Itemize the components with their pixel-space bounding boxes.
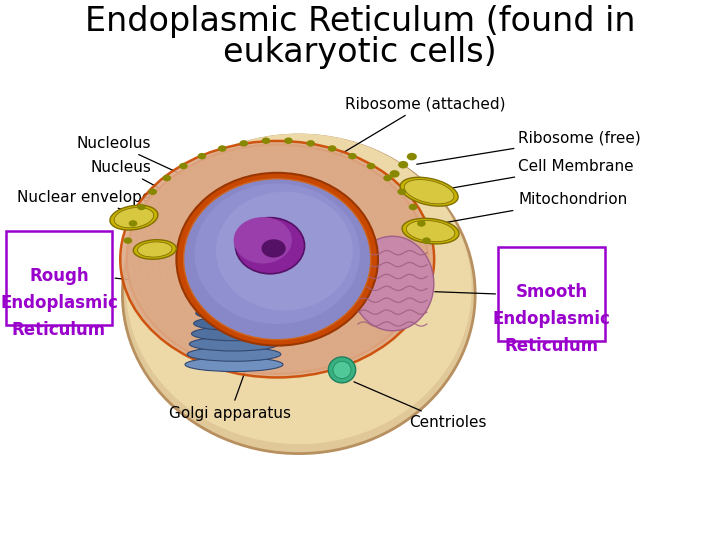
Circle shape [148, 188, 157, 195]
Text: Nucleolus: Nucleolus [77, 136, 248, 205]
Circle shape [129, 220, 138, 227]
Ellipse shape [127, 145, 428, 374]
Circle shape [218, 145, 227, 152]
Text: Smooth: Smooth [516, 282, 588, 301]
Ellipse shape [351, 237, 433, 330]
Ellipse shape [153, 160, 402, 359]
Circle shape [348, 153, 356, 159]
Ellipse shape [328, 357, 356, 383]
Ellipse shape [192, 327, 276, 341]
Ellipse shape [404, 180, 454, 204]
Ellipse shape [184, 179, 371, 340]
Circle shape [163, 175, 171, 181]
Circle shape [390, 170, 400, 178]
Circle shape [284, 138, 293, 144]
Ellipse shape [138, 242, 172, 257]
Circle shape [240, 140, 248, 146]
Ellipse shape [194, 316, 274, 330]
Circle shape [409, 204, 418, 210]
Text: Endoplasmic: Endoplasmic [492, 309, 611, 328]
Circle shape [124, 238, 132, 244]
Text: Ribosome (free): Ribosome (free) [417, 130, 641, 164]
Ellipse shape [216, 192, 353, 310]
Ellipse shape [196, 306, 272, 320]
Ellipse shape [120, 141, 434, 377]
Circle shape [366, 163, 375, 170]
Ellipse shape [406, 220, 455, 242]
Circle shape [407, 153, 417, 160]
Text: Rough: Rough [30, 267, 89, 286]
Ellipse shape [333, 361, 351, 379]
Ellipse shape [400, 177, 458, 206]
Text: eukaryotic cells): eukaryotic cells) [223, 36, 497, 70]
Circle shape [398, 161, 408, 168]
Text: Mitochondrion: Mitochondrion [446, 192, 628, 222]
Text: Nucleus: Nucleus [90, 160, 241, 232]
Text: Reticulum: Reticulum [505, 336, 598, 355]
Text: Reticulum: Reticulum [12, 321, 106, 340]
Text: Nuclear envelope: Nuclear envelope [17, 190, 238, 247]
Text: Endoplasmic: Endoplasmic [0, 294, 118, 313]
Ellipse shape [133, 240, 176, 259]
Circle shape [137, 204, 145, 210]
FancyBboxPatch shape [6, 231, 112, 325]
Ellipse shape [261, 239, 286, 258]
Text: Endoplasmic Reticulum (found in: Endoplasmic Reticulum (found in [85, 5, 635, 38]
Circle shape [198, 153, 207, 159]
Circle shape [179, 163, 188, 170]
Ellipse shape [126, 133, 472, 444]
Ellipse shape [133, 148, 421, 370]
Ellipse shape [402, 218, 459, 244]
Text: Golgi apparatus: Golgi apparatus [169, 371, 291, 421]
Ellipse shape [159, 164, 395, 355]
Text: Centrioles: Centrioles [354, 382, 487, 430]
Circle shape [328, 145, 336, 152]
Ellipse shape [189, 337, 279, 351]
Circle shape [383, 175, 392, 181]
Ellipse shape [110, 205, 158, 230]
Ellipse shape [233, 217, 292, 264]
Ellipse shape [194, 184, 360, 324]
Ellipse shape [185, 357, 283, 372]
Circle shape [422, 238, 431, 244]
FancyBboxPatch shape [498, 247, 605, 341]
Ellipse shape [187, 347, 281, 361]
Circle shape [397, 188, 406, 195]
Circle shape [417, 220, 426, 227]
Ellipse shape [146, 156, 408, 362]
Ellipse shape [114, 207, 153, 228]
Circle shape [261, 138, 270, 144]
Ellipse shape [176, 173, 378, 346]
Ellipse shape [122, 135, 475, 454]
Circle shape [306, 140, 315, 146]
Text: Ribosome (attached): Ribosome (attached) [330, 96, 505, 160]
Ellipse shape [235, 218, 305, 274]
Ellipse shape [140, 152, 415, 366]
Text: Cell Membrane: Cell Membrane [449, 159, 634, 188]
